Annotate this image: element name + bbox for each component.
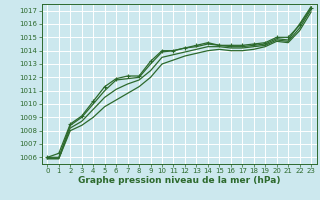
X-axis label: Graphe pression niveau de la mer (hPa): Graphe pression niveau de la mer (hPa) <box>78 176 280 185</box>
